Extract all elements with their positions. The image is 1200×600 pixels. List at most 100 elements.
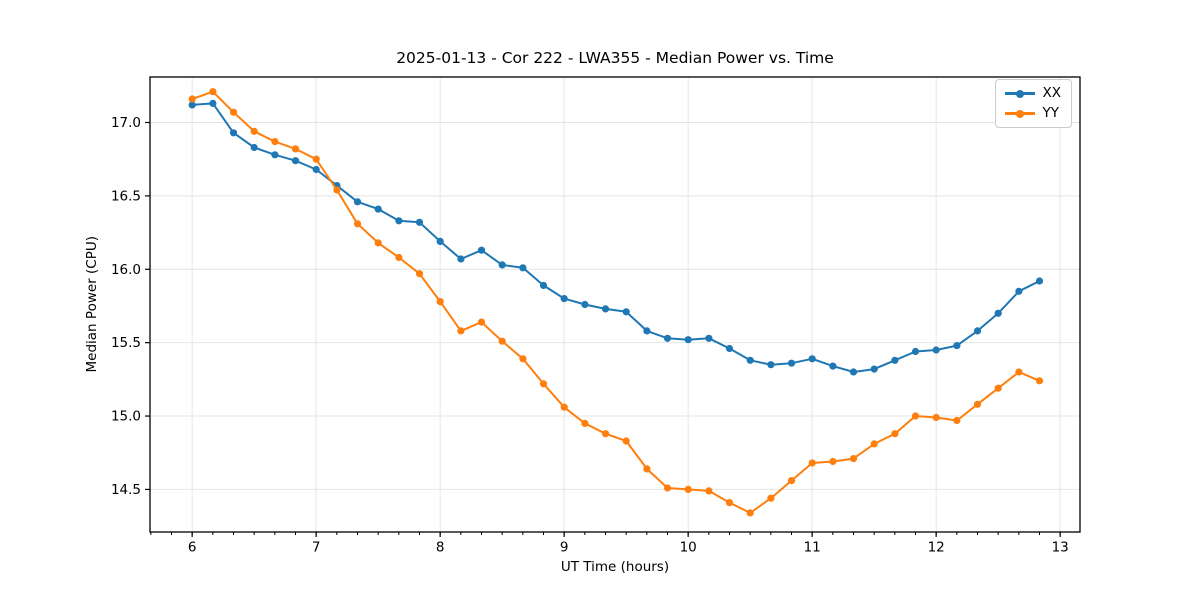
svg-text:6: 6 [188,540,197,556]
data-point [581,300,589,309]
data-point [291,145,300,153]
data-point [684,336,692,344]
svg-text:16.0: 16.0 [111,262,141,278]
data-point [725,344,734,353]
data-point [457,327,465,335]
data-point [849,455,858,463]
data-point [705,334,713,342]
data-point [911,412,920,420]
data-point [498,337,506,345]
axis-ticks [145,121,1061,537]
data-point [209,88,217,96]
data-point [829,362,837,370]
data-point [643,465,651,473]
data-point [188,95,196,103]
data-point [870,365,878,373]
data-point [746,356,754,364]
data-point [395,253,403,262]
data-point [1015,368,1023,376]
svg-text:16.5: 16.5 [111,188,141,204]
data-point [953,342,961,350]
data-point [560,295,568,303]
data-point [539,380,548,388]
data-point [787,359,796,367]
data-point [353,220,362,228]
data-point [188,101,196,109]
data-point [767,494,775,502]
data-point [353,198,362,206]
legend-line-icon [1004,110,1035,117]
data-point [973,400,982,408]
legend: XX YY [994,79,1072,128]
data-point [932,413,940,422]
svg-text:10: 10 [680,540,697,556]
data-point [1035,377,1044,385]
data-point [746,509,754,517]
data-point [229,129,238,137]
data-point [870,440,878,448]
chart-title: 2025-01-13 - Cor 222 - LWA355 - Median P… [396,49,834,67]
data-point [767,361,775,369]
data-point [374,239,382,247]
legend-label: YY [1042,105,1060,121]
data-point [829,457,837,466]
data-point [436,298,444,306]
svg-text:12: 12 [928,540,945,556]
data-point [415,218,424,226]
data-point [953,416,961,425]
data-point [891,430,899,438]
x-axis-label: UT Time (hours) [560,559,670,575]
data-point [932,346,940,354]
data-point [519,355,527,363]
data-point [808,459,816,467]
data-point [477,318,486,326]
data-point [498,261,506,269]
legend-item-xx: XX [1004,85,1061,102]
data-point [663,334,672,342]
data-point [415,270,424,278]
data-point [374,205,382,213]
data-point [808,355,816,363]
data-point [601,430,610,438]
data-point [1015,287,1023,295]
data-point [250,143,258,152]
svg-text:8: 8 [436,540,445,556]
data-point [1035,277,1044,285]
data-point [229,108,238,116]
data-point [333,186,341,194]
data-point [291,157,300,165]
series-yy [188,88,1044,517]
series-line-xx [191,102,1041,373]
data-point [560,403,568,411]
svg-text:17.0: 17.0 [111,115,141,131]
tick-labels: 6 7 8 9 10 11 12 13 14.5 15.0 15.5 16.0 16.5 17.0 [111,115,1069,556]
data-point [994,384,1002,392]
data-point [395,217,403,225]
svg-text:11: 11 [804,540,821,556]
svg-text:13: 13 [1052,540,1069,556]
data-point [622,437,630,445]
data-point [209,99,217,107]
data-point [973,327,982,335]
data-point [519,264,527,272]
series-xx [188,99,1044,376]
data-point [457,255,465,263]
data-point [312,165,320,174]
data-point [601,305,610,313]
svg-text:9: 9 [560,540,569,556]
data-point [622,308,630,316]
data-point [477,246,486,254]
data-point [539,281,548,289]
svg-text:15.5: 15.5 [111,335,141,351]
svg-text:14.5: 14.5 [111,482,141,498]
y-axis-label: Median Power (CPU) [84,236,100,373]
data-point [436,237,444,245]
data-point [581,419,589,427]
data-point [787,477,796,485]
plot-border [149,76,1081,533]
svg-text:7: 7 [312,540,321,556]
data-point [663,484,672,492]
data-point [911,347,920,356]
